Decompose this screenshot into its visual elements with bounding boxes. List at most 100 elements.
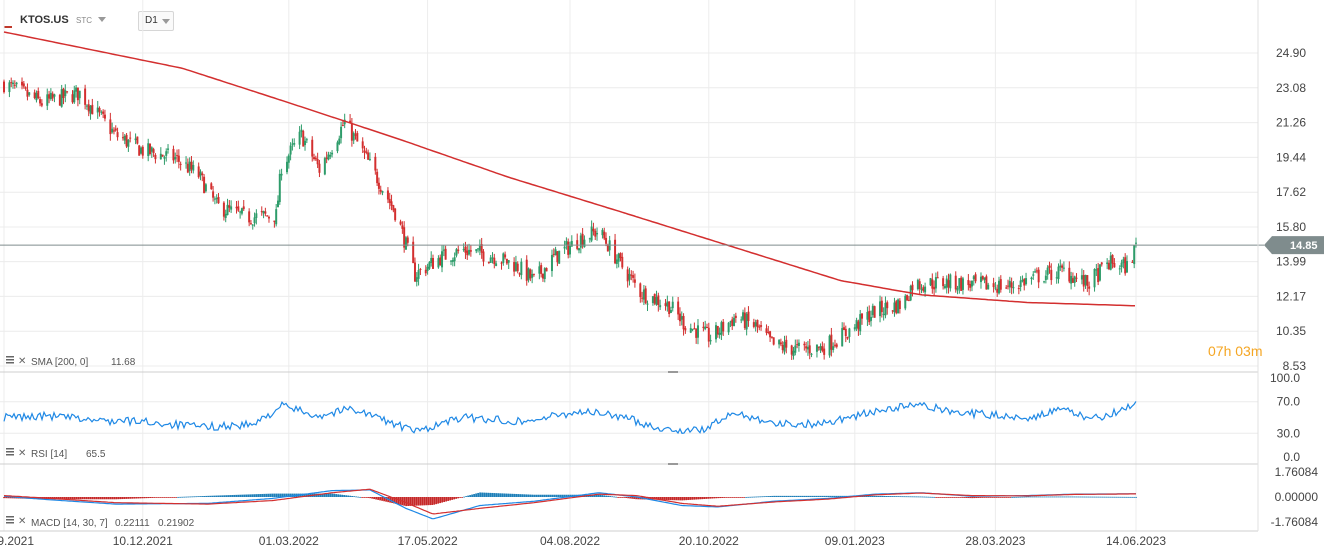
macd-hist-bar bbox=[707, 497, 709, 499]
candle-body bbox=[417, 270, 420, 279]
candle-body bbox=[532, 273, 535, 275]
macd-hist-bar bbox=[59, 497, 61, 500]
candle-body bbox=[413, 262, 416, 282]
macd-hist-bar bbox=[1037, 496, 1039, 498]
candle-body bbox=[857, 321, 860, 330]
time-tick-label: 04.08.2022 bbox=[540, 534, 600, 548]
macd-hist-bar bbox=[881, 495, 883, 497]
candle-body bbox=[313, 157, 316, 160]
macd-hist-bar bbox=[727, 497, 729, 498]
macd-value-1: 0.22111 bbox=[115, 518, 150, 529]
macd-hist-bar bbox=[1057, 496, 1059, 498]
candle-body bbox=[569, 245, 571, 255]
menu-icon[interactable] bbox=[6, 356, 14, 364]
candle-body bbox=[213, 198, 216, 200]
macd-hist-bar bbox=[269, 493, 271, 497]
pane-resize-handle[interactable] bbox=[668, 371, 678, 373]
macd-hist-bar bbox=[475, 493, 477, 497]
candle-body bbox=[325, 157, 328, 159]
chevron-down-icon[interactable] bbox=[98, 17, 106, 22]
candle-body bbox=[720, 322, 723, 335]
macd-hist-bar bbox=[117, 497, 119, 500]
source-label[interactable]: STC bbox=[76, 16, 92, 25]
candle-body bbox=[228, 205, 231, 208]
candle-body bbox=[222, 202, 225, 217]
macd-hist-bar bbox=[67, 497, 69, 500]
macd-hist-bar bbox=[831, 495, 833, 497]
macd-hist-bar bbox=[715, 497, 717, 499]
candle-body bbox=[406, 237, 409, 243]
candle-body bbox=[251, 224, 254, 226]
symbol-label[interactable]: KTOS.US bbox=[20, 14, 69, 26]
candle-body bbox=[439, 257, 442, 266]
macd-hist-bar bbox=[193, 496, 195, 498]
macd-hist-bar bbox=[461, 497, 463, 498]
macd-hist-bar bbox=[335, 494, 337, 497]
candle-body bbox=[943, 286, 946, 289]
macd-hist-bar bbox=[155, 497, 157, 498]
macd-hist-bar bbox=[1095, 496, 1097, 498]
close-icon[interactable]: ✕ bbox=[18, 448, 26, 459]
sma-legend[interactable]: ✕ SMA [200, 0] 11.68 bbox=[6, 356, 136, 368]
candle-body bbox=[300, 129, 303, 132]
macd-hist-bar bbox=[343, 495, 345, 497]
macd-hist-bar bbox=[579, 494, 581, 497]
candle-body bbox=[249, 223, 252, 225]
macd-hist-bar bbox=[837, 495, 839, 497]
candle-body bbox=[179, 163, 182, 165]
candle-body bbox=[785, 339, 788, 348]
candle-body bbox=[1098, 264, 1101, 281]
macd-hist-bar bbox=[521, 494, 523, 497]
candle-body bbox=[651, 296, 654, 303]
timeframe-dropdown[interactable]: D1 bbox=[138, 11, 174, 31]
macd-hist-bar bbox=[775, 495, 777, 497]
candle-body bbox=[873, 306, 876, 318]
candle-body bbox=[861, 313, 864, 319]
macd-hist-bar bbox=[1133, 496, 1135, 498]
macd-hist-bar bbox=[463, 496, 465, 498]
macd-hist-bar bbox=[979, 497, 981, 498]
close-icon[interactable]: ✕ bbox=[18, 516, 26, 527]
candle-body bbox=[538, 266, 541, 274]
candle-body bbox=[1059, 265, 1062, 268]
macd-hist-bar bbox=[125, 497, 127, 499]
macd-hist-bar bbox=[611, 496, 613, 498]
candle-body bbox=[343, 119, 346, 125]
macd-hist-bar bbox=[1071, 496, 1073, 498]
macd-hist-bar bbox=[55, 497, 57, 500]
candle-body bbox=[817, 346, 820, 348]
candle-body bbox=[646, 303, 649, 305]
macd-hist-bar bbox=[563, 494, 565, 497]
candle-body bbox=[765, 328, 768, 333]
candle-body bbox=[747, 311, 750, 321]
candle-body bbox=[1035, 270, 1038, 272]
close-icon[interactable]: ✕ bbox=[18, 356, 26, 367]
menu-icon[interactable] bbox=[6, 516, 14, 524]
candle-body bbox=[967, 280, 970, 286]
candle-body bbox=[430, 257, 433, 263]
macd-hist-bar bbox=[1073, 496, 1075, 498]
candle-body bbox=[340, 126, 343, 139]
macd-hist-bar bbox=[783, 495, 785, 497]
macd-legend[interactable]: ✕ MACD [14, 30, 7] 0.22111 0.21902 bbox=[6, 516, 195, 529]
macd-hist-bar bbox=[899, 496, 901, 498]
macd-hist-bar bbox=[789, 495, 791, 497]
candle-body bbox=[999, 279, 1002, 290]
menu-icon[interactable] bbox=[6, 448, 14, 456]
candle-body bbox=[453, 257, 456, 262]
macd-hist-bar bbox=[275, 493, 277, 497]
candle-body bbox=[956, 288, 959, 291]
macd-hist-bar bbox=[103, 497, 105, 500]
candle-body bbox=[705, 326, 708, 328]
rsi-legend[interactable]: ✕ RSI [14] 65.5 bbox=[6, 448, 106, 460]
macd-hist-bar bbox=[1079, 496, 1081, 498]
candle-body bbox=[1080, 275, 1083, 280]
macd-hist-bar bbox=[1107, 496, 1109, 498]
macd-hist-bar bbox=[739, 497, 741, 498]
macd-hist-bar bbox=[1053, 496, 1055, 498]
candle-body bbox=[1100, 262, 1103, 265]
pane-resize-handle[interactable] bbox=[668, 463, 678, 465]
sma-value: 11.68 bbox=[111, 357, 136, 368]
price-tick-label: 23.08 bbox=[1276, 81, 1306, 95]
